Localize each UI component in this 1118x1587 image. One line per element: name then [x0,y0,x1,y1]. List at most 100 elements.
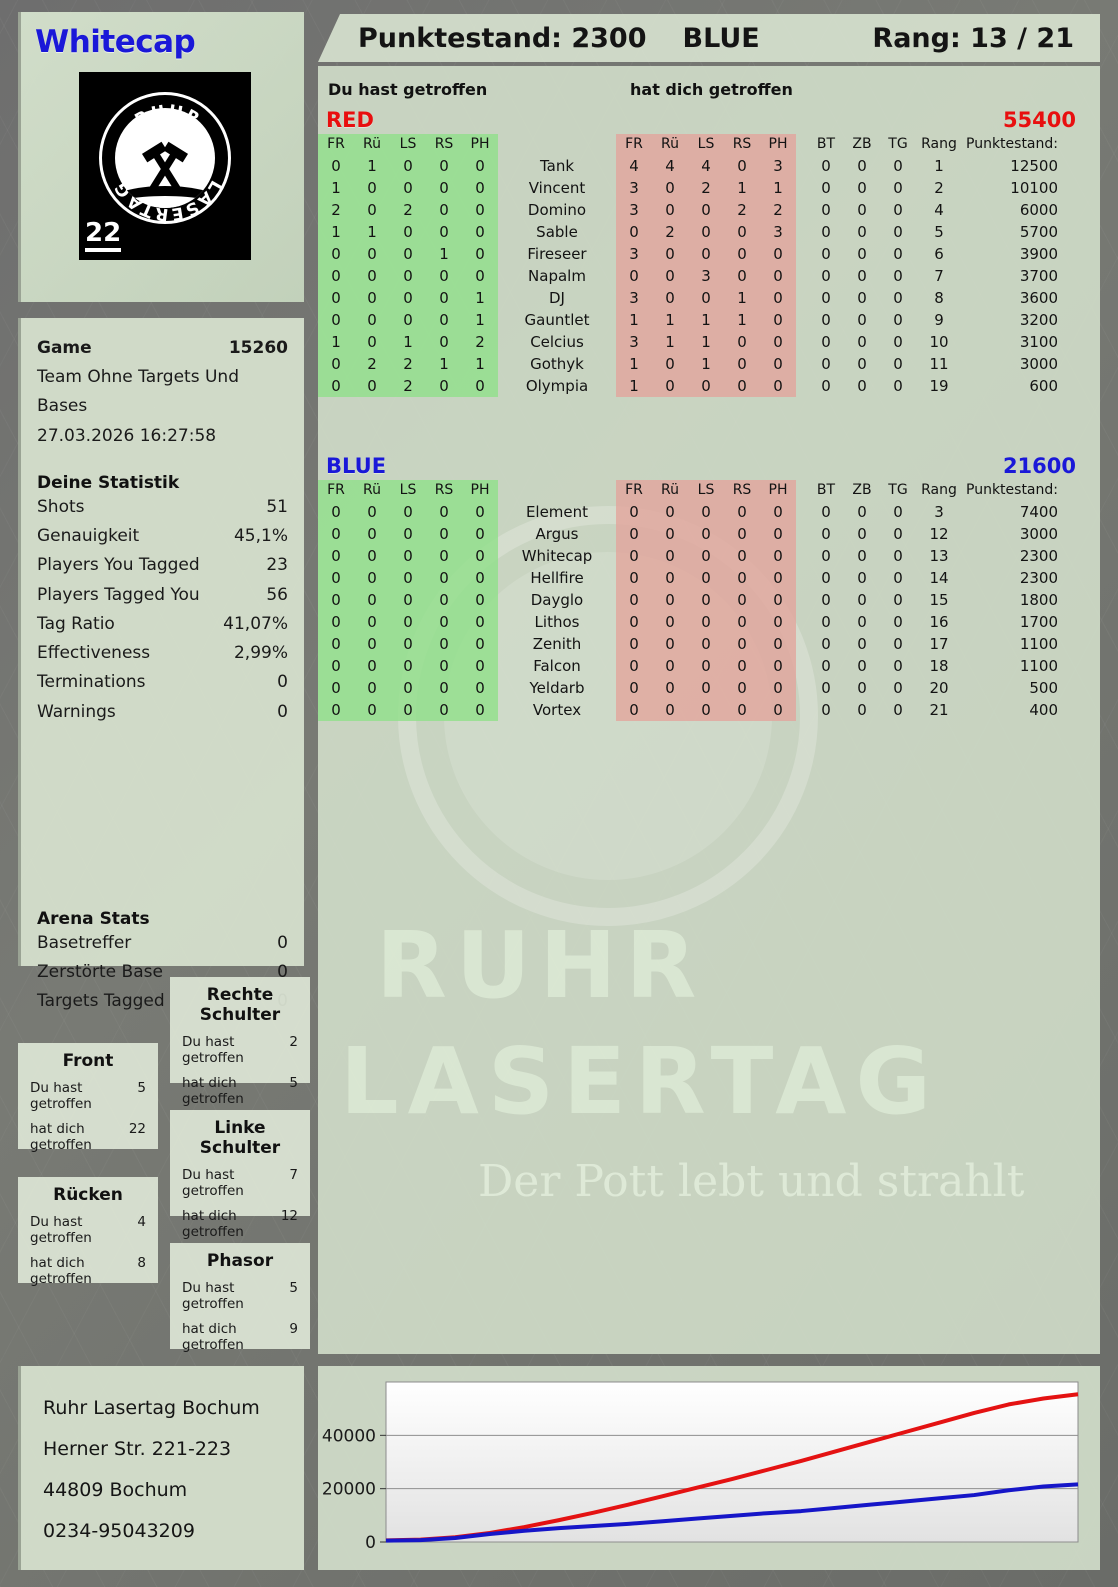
cell-you-LS: 0 [390,544,426,567]
stat-row: Warnings 0 [37,698,288,727]
cell-them-RS: 0 [724,566,760,589]
arena-stat-value: 0 [277,962,288,983]
cell-them-PH: 0 [760,588,796,611]
cell-them-FR: 0 [616,676,652,699]
cell-you-Rü: 0 [354,566,390,589]
hitbox-title: Front [62,1051,114,1071]
cell-you-PH: 1 [462,353,498,375]
stat-row: Terminations 0 [37,668,288,697]
col-head-you-PH: PH [462,134,498,155]
cell-them-Rü: 1 [652,309,688,331]
cell-you-RS: 0 [426,588,462,611]
cell-you-LS: 0 [390,309,426,331]
table-header-row: FR Rü LS RS PH FR Rü LS RS PH BT ZB TG Rang Punktestan… [318,479,1072,501]
table-row[interactable]: 0 0 0 0 0 Vortex 0 0 0 0 0 0 0 0 21 400 [318,698,1072,721]
cell-them-RS: 0 [724,588,760,611]
cell-points: 1800 [1019,590,1058,609]
cell-them-RS: 0 [724,155,760,177]
cell-you-PH: 0 [462,610,498,633]
team-name: BLUE [326,453,387,478]
cell-points: 5700 [1019,223,1058,241]
cell-you-FR: 0 [318,610,354,633]
game-stats-panel: Game 15260 Team Ohne Targets Und Bases 2… [18,318,304,1011]
cell-you-RS: 0 [426,544,462,567]
hitbox-them-label: hat dich getroffen [30,1255,92,1287]
cell-them-PH: 0 [760,654,796,677]
stat-label: Players You Tagged [37,555,200,576]
table-row[interactable]: 0 0 0 0 0 Whitecap 0 0 0 0 0 0 0 0 13 2300 [318,544,1072,567]
cell-TG: 0 [893,377,903,395]
cell-them-RS: 2 [724,199,760,221]
cell-rank: 1 [934,157,944,175]
col-head-them-RS: RS [724,479,760,501]
table-row[interactable]: 1 0 0 0 0 Vincent 3 0 2 1 1 0 0 0 2 10100 [318,177,1072,199]
cell-ZB: 0 [857,634,867,653]
cell-them-PH: 3 [760,221,796,243]
personal-stats-list: Shots 51 Genauigkeit 45,1% Players You Tagge… [37,493,288,727]
col-head-you-LS: LS [390,479,426,501]
cell-you-RS: 0 [426,287,462,309]
cell-them-FR: 0 [616,632,652,655]
cell-gap [796,243,808,265]
cell-them-Rü: 0 [652,544,688,567]
col-head-you-Rü: Rü [354,479,390,501]
cell-rank: 6 [934,245,944,263]
table-row[interactable]: 0 1 0 0 0 Tank 4 4 4 0 3 0 0 0 1 12500 [318,155,1072,177]
cell-them-PH: 0 [760,566,796,589]
table-row[interactable]: 1 0 1 0 2 Celcius 3 1 1 0 0 0 0 0 10 3100 [318,331,1072,353]
cell-you-RS: 0 [426,221,462,243]
player-team: BLUE [682,22,760,54]
table-row[interactable]: 0 0 0 0 0 Yeldarb 0 0 0 0 0 0 0 0 20 500 [318,676,1072,699]
cell-them-Rü: 2 [652,221,688,243]
cell-them-FR: 0 [616,566,652,589]
arena-stat-label: Zerstörte Base [37,962,163,983]
cell-them-PH: 1 [760,177,796,199]
cell-you-Rü: 0 [354,375,390,397]
cell-TG: 0 [893,267,903,285]
cell-BT: 0 [821,612,831,631]
cell-BT: 0 [821,656,831,675]
table-row[interactable]: 0 0 0 0 0 Hellfire 0 0 0 0 0 0 0 0 14 2300 [318,566,1072,589]
cell-you-PH: 0 [462,265,498,287]
cell-TG: 0 [893,546,903,565]
table-row[interactable]: 0 0 0 0 1 Gauntlet 1 1 1 1 0 0 0 0 9 3200 [318,309,1072,331]
cell-TG: 0 [893,311,903,329]
cell-you-FR: 0 [318,632,354,655]
cell-them-PH: 0 [760,375,796,397]
table-row[interactable]: 0 0 0 0 0 Element 0 0 0 0 0 0 0 0 3 7400 [318,500,1072,523]
table-row[interactable]: 0 0 0 0 0 Argus 0 0 0 0 0 0 0 0 12 3000 [318,522,1072,545]
cell-ZB: 0 [857,355,867,373]
table-row[interactable]: 0 0 0 0 0 Zenith 0 0 0 0 0 0 0 0 17 1100 [318,632,1072,655]
cell-BT: 0 [821,157,831,175]
cell-points: 2300 [1019,568,1058,587]
table-row[interactable]: 0 0 0 0 0 Napalm 0 0 3 0 0 0 0 0 7 3700 [318,265,1072,287]
cell-gap [796,655,808,677]
stat-row: Players You Tagged 23 [37,551,288,580]
hitbox-them-label: hat dich getroffen [30,1121,92,1153]
table-row[interactable]: 0 0 0 0 0 Dayglo 0 0 0 0 0 0 0 0 15 1800 [318,588,1072,611]
cell-gap [796,265,808,287]
col-head-TG: TG [888,136,908,152]
cell-them-Rü: 0 [652,632,688,655]
cell-points: 7400 [1019,502,1058,521]
table-row[interactable]: 0 0 2 0 0 Olympia 1 0 0 0 0 0 0 0 19 600 [318,375,1072,397]
table-row[interactable]: 0 0 0 1 0 Fireseer 3 0 0 0 0 0 0 0 6 3900 [318,243,1072,265]
cell-them-RS: 0 [724,500,760,523]
cell-you-LS: 2 [390,353,426,375]
table-row[interactable]: 1 1 0 0 0 Sable 0 2 0 0 3 0 0 0 5 5700 [318,221,1072,243]
cell-TG: 0 [893,289,903,307]
table-row[interactable]: 2 0 2 0 0 Domino 3 0 0 2 2 0 0 0 4 6000 [318,199,1072,221]
cell-TG: 0 [893,568,903,587]
cell-gap [796,375,808,397]
cell-you-Rü: 0 [354,309,390,331]
cell-you-PH: 0 [462,155,498,177]
table-row[interactable]: 0 2 2 1 1 Gothyk 1 0 1 0 0 0 0 0 11 3000 [318,353,1072,375]
table-row[interactable]: 0 0 0 0 1 DJ 3 0 0 1 0 0 0 0 8 3600 [318,287,1072,309]
hitbox-them-value: 8 [137,1255,146,1271]
table-row[interactable]: 0 0 0 0 0 Falcon 0 0 0 0 0 0 0 0 18 1100 [318,654,1072,677]
cell-gap [796,331,808,353]
cell-gap [796,353,808,375]
cell-them-RS: 0 [724,221,760,243]
cell-rank: 17 [929,634,949,653]
table-row[interactable]: 0 0 0 0 0 Lithos 0 0 0 0 0 0 0 0 16 1700 [318,610,1072,633]
